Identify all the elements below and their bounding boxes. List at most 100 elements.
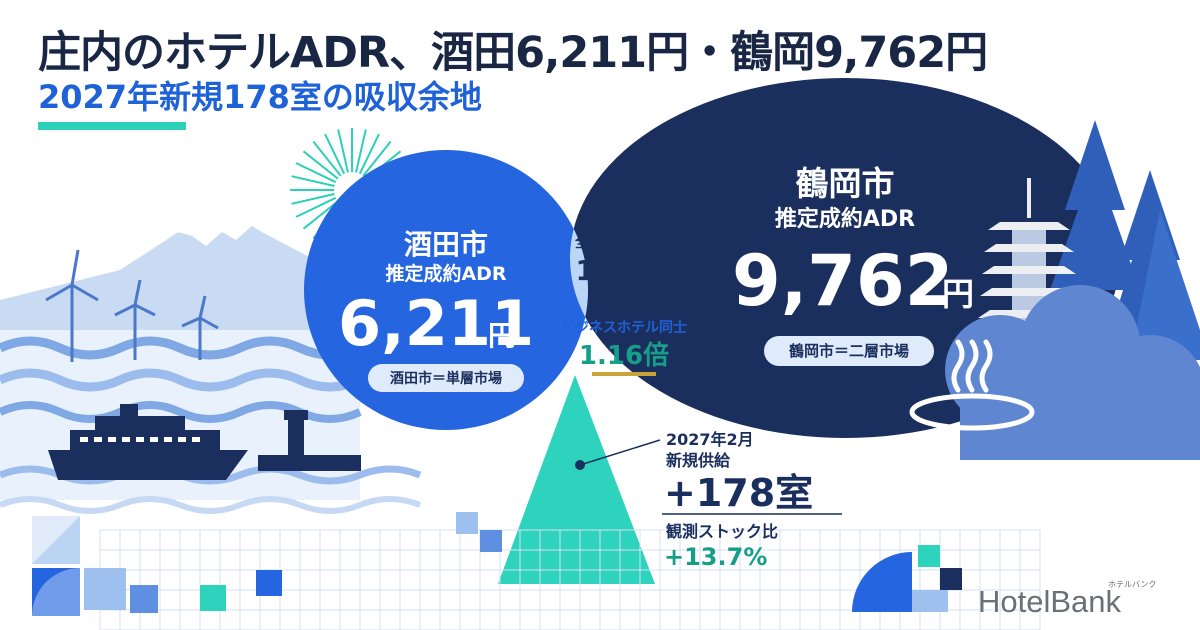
supply-date: 2027年2月 — [666, 430, 754, 449]
firework-ray — [302, 200, 339, 230]
sakata-market-label: 酒田市＝単層市場 — [390, 370, 502, 387]
sakata-market-pill — [368, 364, 524, 392]
grid-cell — [559, 589, 581, 611]
grid-cell — [459, 549, 481, 571]
grid-cell — [199, 549, 221, 571]
grid-cell — [619, 589, 641, 611]
sakata-metric: 推定成約ADR — [385, 262, 506, 285]
all-format-ratio: 1.57倍 — [575, 254, 672, 287]
grid-cell — [179, 549, 201, 571]
firework-ray — [291, 175, 335, 187]
grid-cell — [599, 589, 621, 611]
down-arrow-icon: ↓ — [616, 286, 633, 310]
grid-cell — [199, 529, 221, 551]
grid-cell — [479, 549, 501, 571]
grid-cell — [1019, 609, 1041, 630]
grid-cell — [299, 589, 321, 611]
grid-cell — [979, 549, 1001, 571]
stock-ratio-value: +13.7% — [664, 543, 767, 571]
grid-cell — [359, 609, 381, 630]
grid-cell — [359, 569, 381, 591]
grid-cell — [159, 549, 181, 571]
supply-triangle — [498, 375, 655, 584]
grid-cell — [259, 609, 281, 630]
grid-cell — [319, 549, 341, 571]
business-hotel-label: ビジネスホテル同士 — [561, 319, 687, 336]
grid-cell — [279, 569, 301, 591]
grid-cell — [739, 609, 761, 630]
grid-cell — [839, 529, 861, 551]
grid-cell — [159, 569, 181, 591]
grid-cell — [799, 609, 821, 630]
grid-cell — [419, 589, 441, 611]
grid-cell — [259, 529, 281, 551]
grid-cell — [819, 529, 841, 551]
grid-cell — [719, 609, 741, 630]
business-hotel-ratio: 1.16倍 — [579, 340, 669, 371]
grid-cell — [899, 529, 921, 551]
grid-cell — [779, 549, 801, 571]
grid-cell — [519, 609, 541, 630]
grid-cell — [159, 589, 181, 611]
ratio-underline — [592, 372, 656, 376]
grid-cell — [779, 529, 801, 551]
firework-ray — [358, 133, 380, 175]
onsen-icon — [909, 339, 1035, 431]
grid-cell — [319, 609, 341, 630]
grid-cell — [179, 569, 201, 591]
grid-cell — [199, 609, 221, 630]
grid-cell — [819, 549, 841, 571]
firework-ray — [302, 150, 339, 180]
grid-cell — [239, 529, 261, 551]
grid-cell — [799, 569, 821, 591]
grid-cell — [419, 549, 441, 571]
cedar-trees-icon — [1050, 120, 1200, 360]
grid-cell — [879, 529, 901, 551]
supply-label: 新規供給 — [666, 451, 731, 470]
grid-cell — [759, 609, 781, 630]
firework-ray — [362, 140, 392, 177]
grid-cell — [399, 569, 421, 591]
grid-cell — [299, 609, 321, 630]
grid-cell — [339, 589, 361, 611]
hotelbank-logo-kana: ホテルバンク — [1108, 580, 1156, 589]
grid-cell — [939, 529, 961, 551]
grid-cell — [119, 529, 141, 551]
grid-cell — [739, 589, 761, 611]
grid-cell — [799, 549, 821, 571]
grid-cell — [879, 609, 901, 630]
decor-squares — [32, 512, 962, 616]
grid-cell — [279, 609, 301, 630]
grid-cell — [819, 609, 841, 630]
grid-cell — [779, 569, 801, 591]
grid-cell — [179, 529, 201, 551]
tsuruoka-city: 鶴岡市 — [796, 164, 895, 203]
grid-cell — [179, 609, 201, 630]
grid-cell — [279, 549, 301, 571]
stock-ratio-label: 観測ストック比 — [666, 522, 778, 541]
grid-cell — [899, 609, 921, 630]
grid-cell — [219, 549, 241, 571]
grid-cell — [939, 609, 961, 630]
cloud-shapes — [945, 285, 1200, 460]
grid-cell — [159, 609, 181, 630]
wind-turbine-icon — [45, 249, 219, 362]
sakata-adr-unit: 円 — [488, 319, 516, 352]
grid-cell — [659, 609, 681, 630]
tsuruoka-market-label: 鶴岡市＝二層市場 — [789, 342, 909, 360]
sakata-city: 酒田市 — [404, 228, 488, 261]
grid-cell — [119, 549, 141, 571]
grid-cell — [659, 569, 681, 591]
grid-cell — [319, 529, 341, 551]
grid-cell — [299, 549, 321, 571]
grid-cell — [759, 589, 781, 611]
grid-cell — [839, 549, 861, 571]
grid-cell — [179, 589, 201, 611]
grid-cell — [839, 569, 861, 591]
grid-cell — [979, 529, 1001, 551]
grid-cell — [419, 569, 441, 591]
grid-cell — [399, 609, 421, 630]
grid-cell — [779, 589, 801, 611]
grid-cell — [659, 589, 681, 611]
grid-cell — [439, 569, 461, 591]
